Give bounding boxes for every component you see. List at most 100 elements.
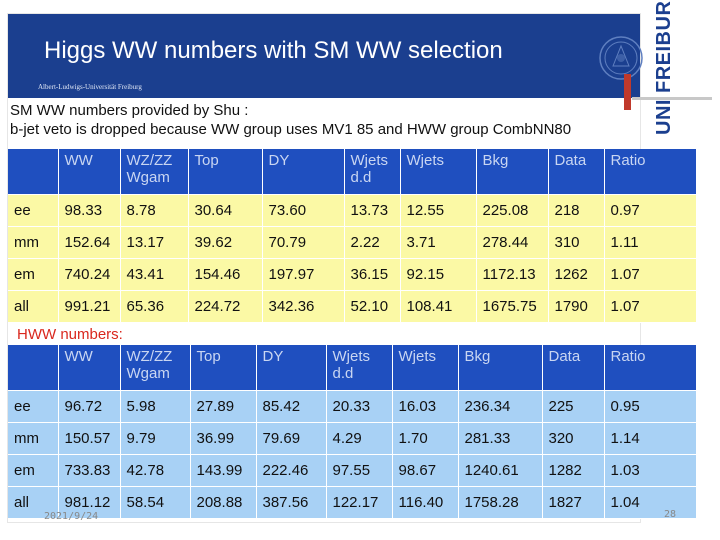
table-cell: 222.46 <box>256 454 327 487</box>
table-cell: 108.41 <box>400 290 477 323</box>
table-row: em 740.24 43.41 154.46 197.97 36.15 92.1… <box>8 258 697 291</box>
header-cell <box>8 149 59 195</box>
table-cell: 0.95 <box>604 390 697 423</box>
table-cell: 52.10 <box>344 290 401 323</box>
table-cell: em <box>8 258 59 291</box>
table-cell: 150.57 <box>58 422 121 455</box>
table-cell: 208.88 <box>190 486 257 519</box>
table-cell: 154.46 <box>188 258 263 291</box>
table-cell: 122.17 <box>326 486 393 519</box>
table-cell: 1.07 <box>604 258 697 291</box>
header-cell <box>8 345 59 391</box>
table-header-row: WW WZ/ZZ Wgam Top DY Wjets d.d Wjets Bkg… <box>8 149 697 195</box>
table-cell: 218 <box>548 194 605 227</box>
hww-table: WW WZ/ZZ Wgam Top DY Wjets d.d Wjets Bkg… <box>8 345 697 519</box>
table-cell: 281.33 <box>458 422 543 455</box>
table-cell: 85.42 <box>256 390 327 423</box>
header-cell: Ratio <box>604 345 697 391</box>
table-cell: 5.98 <box>120 390 191 423</box>
intro-line-2: b-jet veto is dropped because WW group u… <box>10 121 572 138</box>
header-cell: Top <box>188 149 263 195</box>
intro-line-1: SM WW numbers provided by Shu : <box>10 102 249 119</box>
table-cell: 236.34 <box>458 390 543 423</box>
table-cell: 152.64 <box>58 226 121 259</box>
table-cell: 27.89 <box>190 390 257 423</box>
table-cell: 98.33 <box>58 194 121 227</box>
table-cell: 43.41 <box>120 258 189 291</box>
table-cell: 65.36 <box>120 290 189 323</box>
table-cell: 1.11 <box>604 226 697 259</box>
header-cell: DY <box>256 345 327 391</box>
header-cell: Data <box>542 345 605 391</box>
page-number: 28 <box>664 509 677 520</box>
table-cell: 1172.13 <box>476 258 549 291</box>
table-cell: 4.29 <box>326 422 393 455</box>
table-cell: 58.54 <box>120 486 191 519</box>
table-cell: all <box>8 486 59 519</box>
slide-header-band <box>8 14 640 98</box>
sm-ww-table: WW WZ/ZZ Wgam Top DY Wjets d.d Wjets Bkg… <box>8 149 697 323</box>
header-cell: Bkg <box>476 149 549 195</box>
table-cell: 96.72 <box>58 390 121 423</box>
table-header-row: WW WZ/ZZ Wgam Top DY Wjets d.d Wjets Bkg… <box>8 345 697 391</box>
table-cell: 143.99 <box>190 454 257 487</box>
intro-text: SM WW numbers provided by Shu : b-jet ve… <box>10 101 571 139</box>
table-cell: 39.62 <box>188 226 263 259</box>
table-cell: 1758.28 <box>458 486 543 519</box>
table-cell: 1.04 <box>604 486 697 519</box>
header-cell: Ratio <box>604 149 697 195</box>
table-cell: 1240.61 <box>458 454 543 487</box>
table-cell: 3.71 <box>400 226 477 259</box>
table-cell: all <box>8 290 59 323</box>
table-row: ee 98.33 8.78 30.64 73.60 13.73 12.55 22… <box>8 194 697 227</box>
table-cell: 320 <box>542 422 605 455</box>
table-cell: 8.78 <box>120 194 189 227</box>
table-row: mm 150.57 9.79 36.99 79.69 4.29 1.70 281… <box>8 422 697 455</box>
table-cell: 225.08 <box>476 194 549 227</box>
table-cell: 1827 <box>542 486 605 519</box>
table-cell: 42.78 <box>120 454 191 487</box>
table-row: mm 152.64 13.17 39.62 70.79 2.22 3.71 27… <box>8 226 697 259</box>
table-cell: 12.55 <box>400 194 477 227</box>
table-cell: 70.79 <box>262 226 345 259</box>
table-cell: 1.70 <box>392 422 459 455</box>
table-cell: 1262 <box>548 258 605 291</box>
header-cell: Wjets d.d <box>326 345 393 391</box>
table-cell: mm <box>8 422 59 455</box>
table-cell: 991.21 <box>58 290 121 323</box>
table-cell: 116.40 <box>392 486 459 519</box>
table-cell: 1.07 <box>604 290 697 323</box>
table-cell: 16.03 <box>392 390 459 423</box>
header-cell: Wjets <box>400 149 477 195</box>
table-cell: 225 <box>542 390 605 423</box>
header-cell: DY <box>262 149 345 195</box>
table-cell: 98.67 <box>392 454 459 487</box>
table-cell: 2.22 <box>344 226 401 259</box>
table-row: em 733.83 42.78 143.99 222.46 97.55 98.6… <box>8 454 697 487</box>
table-cell: 1.14 <box>604 422 697 455</box>
table-cell: 224.72 <box>188 290 263 323</box>
table-cell: 79.69 <box>256 422 327 455</box>
table-cell: ee <box>8 194 59 227</box>
table-cell: em <box>8 454 59 487</box>
table-cell: 1282 <box>542 454 605 487</box>
slide-date: 2021/9/24 <box>44 511 99 522</box>
table-cell: 1790 <box>548 290 605 323</box>
university-name: Albert-Ludwigs-Universität Freiburg <box>38 83 142 91</box>
university-seal-icon <box>599 36 643 80</box>
table-cell: 30.64 <box>188 194 263 227</box>
uni-freiburg-logo: UNI FREIBURG <box>653 0 675 135</box>
table-cell: 1675.75 <box>476 290 549 323</box>
table-cell: 92.15 <box>400 258 477 291</box>
table-row: all 981.12 58.54 208.88 387.56 122.17 11… <box>8 486 697 519</box>
logo-red-accent <box>624 74 631 110</box>
header-cell: Top <box>190 345 257 391</box>
header-cell: WW <box>58 149 121 195</box>
table-cell: 197.97 <box>262 258 345 291</box>
table-cell: 387.56 <box>256 486 327 519</box>
table-cell: 36.99 <box>190 422 257 455</box>
table-row: ee 96.72 5.98 27.89 85.42 20.33 16.03 23… <box>8 390 697 423</box>
slide-title: Higgs WW numbers with SM WW selection <box>44 37 503 64</box>
table-row: all 991.21 65.36 224.72 342.36 52.10 108… <box>8 290 697 323</box>
table-cell: 1.03 <box>604 454 697 487</box>
